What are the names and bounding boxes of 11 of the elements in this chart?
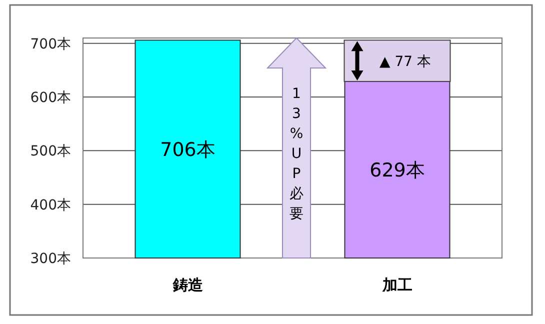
- y-tick-label: 500本: [30, 144, 71, 160]
- y-tick-label: 400本: [30, 197, 71, 214]
- y-tick-label: 700本: [30, 36, 71, 52]
- x-tick-label: 加工: [381, 276, 412, 294]
- annotation: ▲ 77 本: [380, 54, 431, 70]
- data-label: 629本: [370, 160, 425, 182]
- annotation: 13%UP必要: [290, 86, 304, 222]
- x-tick-label: 鋳造: [172, 276, 204, 294]
- data-label: 706本: [160, 139, 216, 162]
- y-tick-label: 300本: [30, 251, 71, 267]
- y-tick-label: 600本: [30, 90, 71, 106]
